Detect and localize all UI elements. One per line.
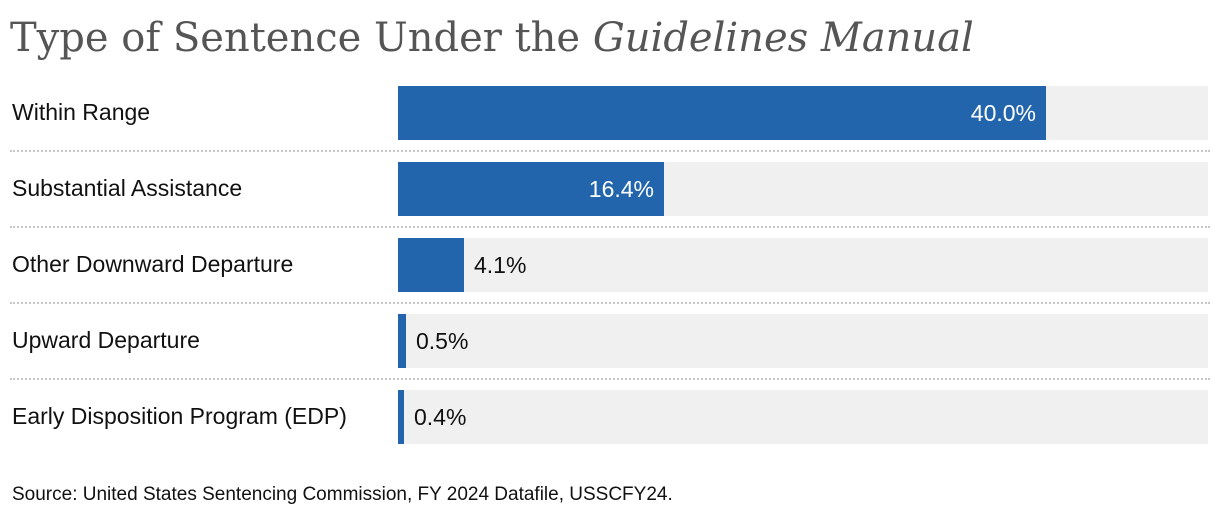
bar-row: Substantial Assistance 16.4% bbox=[0, 160, 1210, 236]
bar-track: 40.0% bbox=[398, 86, 1208, 140]
bar bbox=[398, 86, 1046, 140]
bar-track: 0.5% bbox=[398, 314, 1208, 368]
bar bbox=[398, 238, 464, 292]
category-label: Substantial Assistance bbox=[12, 175, 243, 201]
bar-row: Early Disposition Program (EDP) 0.4% bbox=[0, 388, 1210, 464]
category-label: Upward Departure bbox=[12, 327, 200, 353]
value-label: 0.4% bbox=[414, 404, 467, 430]
value-label: 16.4% bbox=[588, 176, 654, 202]
row-divider bbox=[10, 150, 1210, 152]
bar bbox=[398, 390, 404, 444]
chart-title-italic: Guidelines Manual bbox=[592, 15, 974, 61]
value-label: 4.1% bbox=[474, 252, 527, 278]
category-label: Early Disposition Program (EDP) bbox=[12, 403, 347, 429]
bar bbox=[398, 314, 406, 368]
bar-row: Other Downward Departure 4.1% bbox=[0, 236, 1210, 312]
row-divider bbox=[10, 378, 1210, 380]
chart-title: Type of Sentence Under the Guidelines Ma… bbox=[10, 10, 974, 66]
row-divider bbox=[10, 226, 1210, 228]
bar-chart: Within Range 40.0% Substantial Assistance 1… bbox=[0, 84, 1220, 448]
bar-track: 16.4% bbox=[398, 162, 1208, 216]
bar bbox=[398, 162, 664, 216]
value-label: 40.0% bbox=[970, 100, 1036, 126]
bar-track: 4.1% bbox=[398, 238, 1208, 292]
row-divider bbox=[10, 302, 1210, 304]
category-label: Within Range bbox=[12, 99, 151, 125]
bar-row: Upward Departure 0.5% bbox=[0, 312, 1210, 388]
bar-row: Within Range 40.0% bbox=[0, 84, 1210, 160]
bar-track: 0.4% bbox=[398, 390, 1208, 444]
category-label: Other Downward Departure bbox=[12, 251, 294, 277]
value-label: 0.5% bbox=[416, 328, 469, 354]
source-note: Source: United States Sentencing Commiss… bbox=[12, 484, 673, 505]
chart-title-plain: Type of Sentence Under the bbox=[10, 15, 593, 61]
